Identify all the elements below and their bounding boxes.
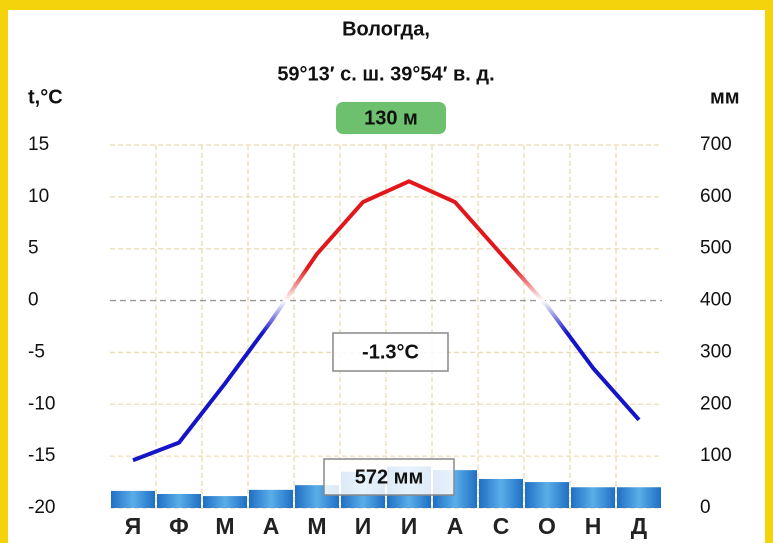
x-tick-label: Я — [125, 513, 142, 539]
precip-bar — [249, 489, 293, 508]
y-tick-label: 10 — [28, 186, 49, 207]
x-tick-label: И — [355, 513, 372, 539]
x-tick-label: М — [215, 513, 234, 539]
y2-tick-label: 0 — [700, 497, 711, 518]
annotation-box — [323, 458, 455, 496]
x-tick-label: О — [538, 513, 556, 539]
precip-bar — [111, 490, 155, 508]
y2-tick-label: 600 — [700, 186, 732, 207]
x-tick-label: А — [447, 513, 464, 539]
y2-axis-label: мм — [710, 86, 740, 108]
y-tick-label: -5 — [28, 341, 45, 362]
y-tick-label: 0 — [28, 290, 39, 311]
y-axis-label: t,°C — [28, 86, 63, 108]
precip-bar — [617, 487, 661, 508]
x-tick-label: М — [307, 513, 326, 539]
elevation: 130 м — [364, 107, 418, 129]
x-tick-label: С — [493, 513, 510, 539]
y-tick-label: 5 — [28, 238, 39, 259]
precip-bar — [157, 493, 201, 508]
precip-bar — [525, 482, 569, 508]
x-tick-label: Ф — [169, 513, 189, 539]
y-tick-label: -15 — [28, 445, 55, 466]
x-tick-label: Д — [631, 513, 647, 539]
precip-bar — [203, 496, 247, 508]
y2-tick-label: 100 — [700, 445, 732, 466]
y2-tick-label: 700 — [700, 134, 732, 155]
temperature-line — [132, 179, 641, 463]
y-tick-label: 15 — [28, 134, 49, 155]
x-tick-label: И — [401, 513, 418, 539]
y2-tick-label: 200 — [700, 393, 732, 414]
elevation-box — [336, 102, 446, 134]
y-tick-label: -20 — [28, 497, 55, 518]
y2-tick-label: 300 — [700, 341, 732, 362]
chart-title: Вологда, — [342, 18, 430, 40]
y-tick-label: -10 — [28, 393, 55, 414]
annotation-box — [332, 332, 449, 372]
y2-tick-label: 500 — [700, 238, 732, 259]
annotation: -1.3°C — [362, 341, 419, 363]
x-tick-label: А — [263, 513, 280, 539]
annotation: 572 мм — [355, 466, 424, 488]
y2-tick-label: 400 — [700, 290, 732, 311]
chart-subtitle: 59°13′ с. ш. 39°54′ в. д. — [277, 63, 494, 85]
x-tick-label: Н — [585, 513, 602, 539]
precip-bar — [571, 487, 615, 508]
precip-bar — [479, 478, 523, 508]
